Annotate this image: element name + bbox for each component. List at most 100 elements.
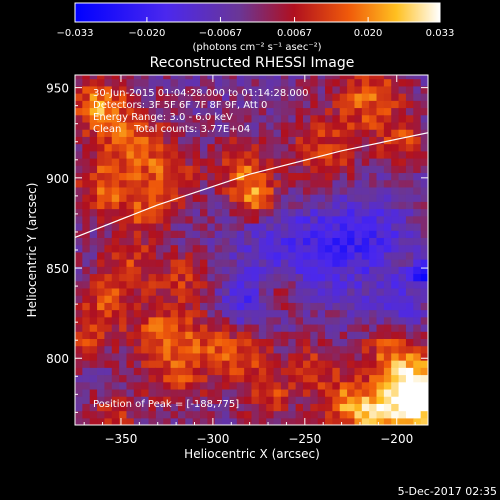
heatmap-cell: [302, 338, 311, 347]
heatmap-cell: [361, 93, 370, 101]
heatmap-cell: [332, 136, 341, 145]
heatmap-cell: [133, 129, 142, 137]
heatmap-cell: [133, 194, 142, 202]
heatmap-cell: [325, 410, 333, 419]
heatmap-cell: [148, 143, 157, 152]
heatmap-cell: [126, 396, 135, 404]
heatmap-cell: [251, 129, 260, 137]
heatmap-cell: [398, 338, 407, 347]
heatmap-cell: [347, 374, 356, 383]
heatmap-cell: [97, 136, 106, 145]
heatmap-cell: [126, 194, 135, 202]
heatmap-cell: [339, 172, 348, 181]
y-axis-label: Heliocentric Y (arcsec): [25, 183, 39, 318]
heatmap-cell: [155, 208, 164, 217]
heatmap-cell: [405, 259, 414, 267]
heatmap-cell: [126, 179, 135, 188]
heatmap-cell: [405, 194, 414, 202]
heatmap-cell: [317, 345, 326, 354]
heatmap-cell: [200, 93, 208, 101]
heatmap-cell: [192, 309, 201, 318]
heatmap-cell: [280, 396, 289, 404]
heatmap-cell: [148, 172, 157, 181]
heatmap-cell: [310, 367, 319, 376]
heatmap-cell: [273, 78, 282, 87]
heatmap-cell: [398, 85, 407, 94]
heatmap-cell: [192, 107, 201, 116]
heatmap-cell: [244, 157, 253, 166]
heatmap-cell: [89, 165, 98, 174]
heatmap-cell: [302, 244, 311, 253]
y-tick-label: 800: [46, 352, 69, 366]
heatmap-cell: [266, 410, 275, 419]
heatmap-cell: [310, 280, 319, 289]
heatmap-cell: [332, 78, 341, 87]
heatmap-cell: [207, 179, 216, 188]
heatmap-cell: [141, 93, 150, 101]
heatmap-cell: [155, 338, 164, 347]
heatmap-cell: [354, 309, 363, 318]
heatmap-cell: [295, 360, 304, 368]
heatmap-cell: [200, 338, 208, 347]
heatmap-cell: [163, 374, 172, 383]
heatmap-cell: [413, 396, 422, 404]
heatmap-cell: [317, 129, 326, 137]
heatmap-cell: [339, 107, 348, 116]
heatmap-cell: [75, 157, 83, 166]
heatmap-cell: [200, 78, 208, 87]
heatmap-cell: [170, 179, 179, 188]
heatmap-cell: [376, 75, 385, 80]
heatmap-cell: [317, 157, 326, 166]
heatmap-cell: [332, 114, 341, 123]
heatmap-cell: [236, 201, 245, 210]
heatmap-cell: [398, 403, 407, 412]
heatmap-cell: [214, 78, 223, 87]
heatmap-cell: [258, 396, 267, 404]
heatmap-cell: [347, 345, 356, 354]
heatmap-cell: [126, 302, 135, 311]
heatmap-cell: [347, 93, 356, 101]
heatmap-cell: [133, 143, 142, 152]
heatmap-cell: [244, 150, 253, 159]
heatmap-cell: [405, 323, 414, 332]
heatmap-cell: [111, 273, 120, 282]
heatmap-cell: [295, 150, 304, 159]
heatmap-cell: [369, 121, 378, 130]
heatmap-cell: [376, 345, 385, 354]
heatmap-cell: [244, 78, 253, 87]
heatmap-cell: [229, 114, 238, 123]
heatmap-cell: [251, 388, 260, 397]
colorbar-tick-label: 0.0067: [277, 28, 312, 39]
heatmap-cell: [148, 194, 157, 202]
heatmap-cell: [89, 107, 98, 116]
heatmap-cell: [258, 295, 267, 303]
heatmap-cell: [251, 78, 260, 87]
heatmap-cell: [413, 150, 422, 159]
heatmap-cell: [75, 222, 83, 231]
heatmap-cell: [405, 107, 414, 116]
heatmap-cell: [82, 194, 91, 202]
heatmap-cell: [391, 259, 400, 267]
heatmap-cell: [111, 309, 120, 318]
heatmap-cell: [288, 165, 297, 174]
heatmap-cell: [207, 345, 216, 354]
heatmap-cell: [266, 323, 275, 332]
heatmap-cell: [192, 172, 201, 181]
heatmap-cell: [75, 208, 83, 217]
heatmap-cell: [89, 215, 98, 224]
heatmap-cell: [361, 352, 370, 361]
heatmap-cell: [207, 172, 216, 181]
heatmap-cell: [266, 251, 275, 260]
heatmap-cell: [266, 129, 275, 137]
heatmap-cell: [126, 266, 135, 275]
heatmap-cell: [266, 150, 275, 159]
heatmap-cell: [192, 251, 201, 260]
heatmap-cell: [119, 360, 128, 368]
heatmap-cell: [273, 157, 282, 166]
heatmap-cell: [295, 143, 304, 152]
heatmap-cell: [207, 338, 216, 347]
heatmap-cell: [75, 287, 83, 296]
heatmap-cell: [258, 194, 267, 202]
heatmap-cell: [339, 143, 348, 152]
heatmap-cell: [75, 114, 83, 123]
